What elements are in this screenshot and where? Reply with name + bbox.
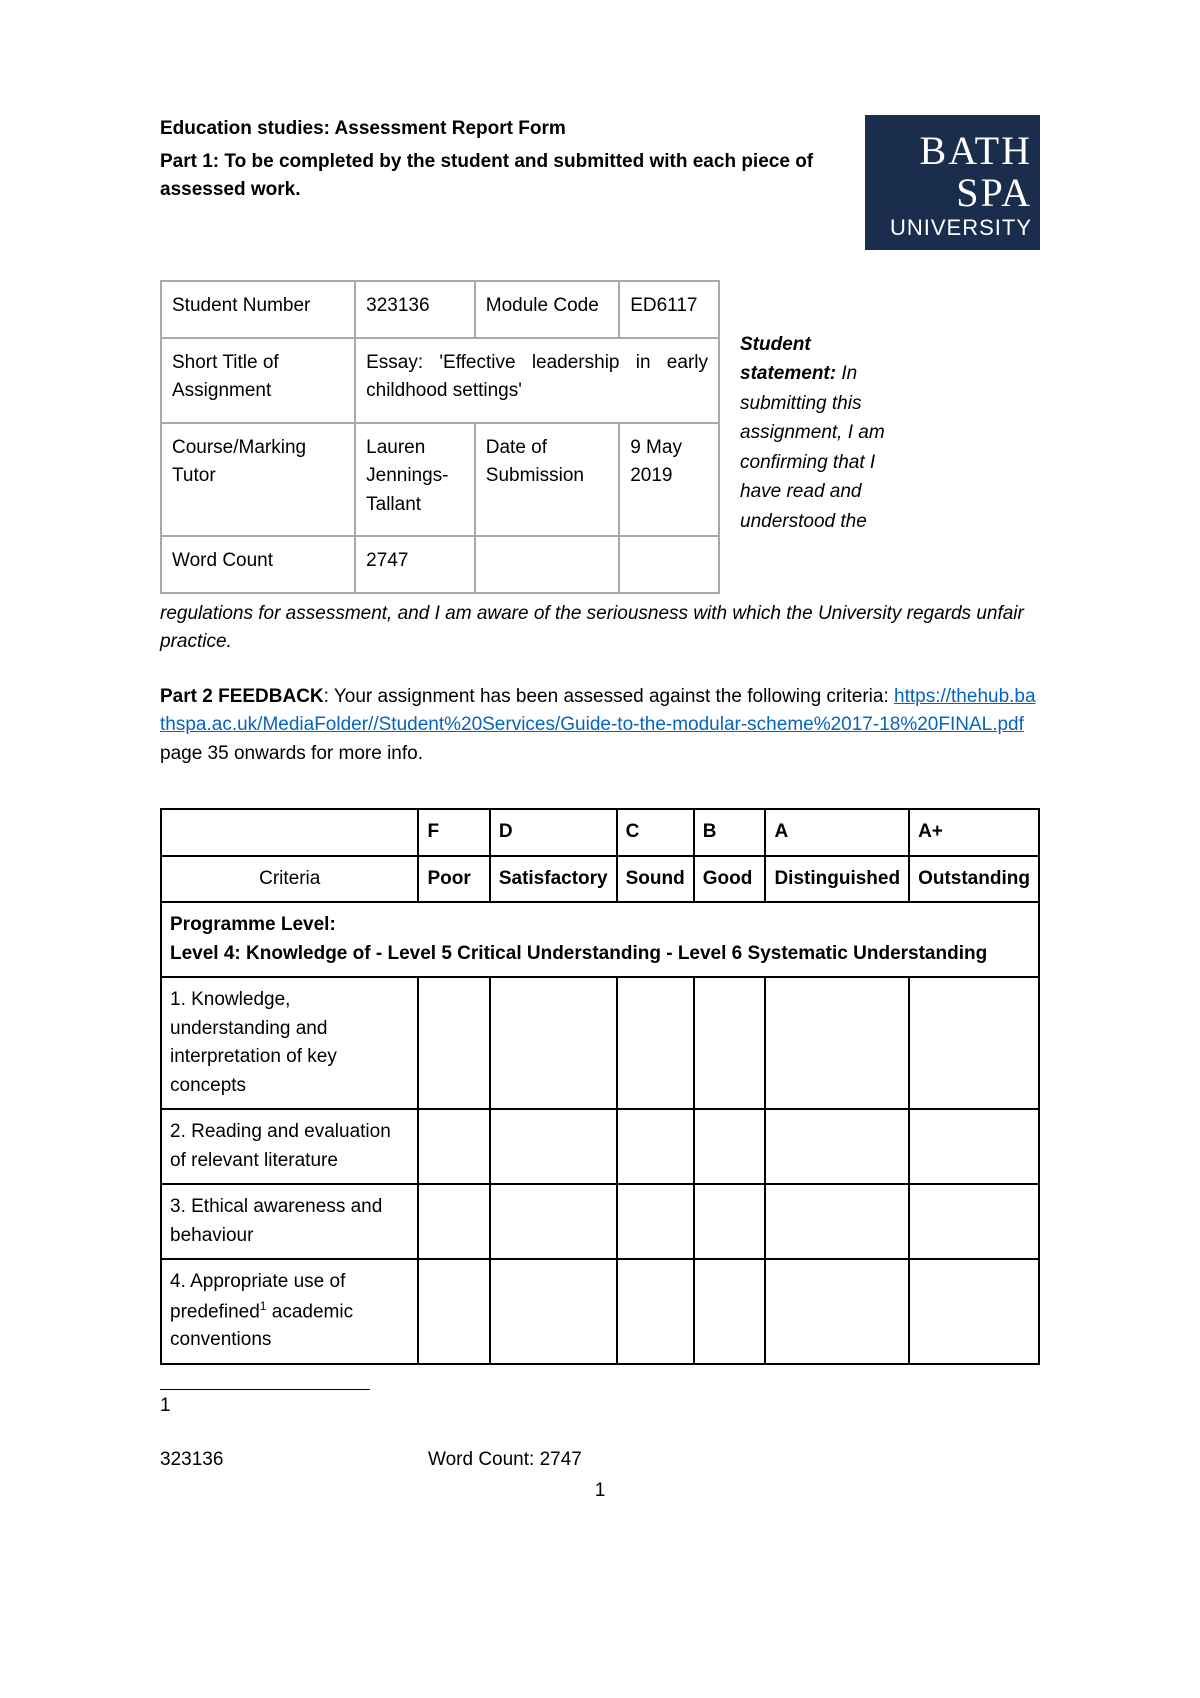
short-title-value: Essay: 'Effective leadership in early ch… xyxy=(355,338,719,423)
grade-cell xyxy=(694,1109,766,1184)
statement-side-text: In submitting this assignment, I am conf… xyxy=(740,363,885,531)
section-line2: Level 4: Knowledge of - Level 5 Critical… xyxy=(170,943,987,964)
logo-spa: SPA xyxy=(956,173,1032,213)
short-title-label: Short Title of Assignment xyxy=(161,338,355,423)
criteria-header-empty xyxy=(161,809,418,856)
statement-label: Student statement: xyxy=(740,334,836,384)
grade-cell xyxy=(765,977,909,1109)
criteria-table: F D C B A A+ Criteria Poor Satisfactory … xyxy=(160,808,1040,1365)
criteria-row-2: 2. Reading and evaluation of relevant li… xyxy=(161,1109,418,1184)
grade-cell xyxy=(694,1259,766,1364)
logo-university: UNIVERSITY xyxy=(890,217,1032,239)
grade-letter-d: D xyxy=(490,809,617,856)
page-number: 1 xyxy=(160,1477,1040,1506)
form-title: Education studies: Assessment Report For… xyxy=(160,115,845,144)
page-footer: 323136 Word Count: 2747 xyxy=(160,1446,1040,1475)
grade-cell xyxy=(617,1259,694,1364)
grade-desc-good: Good xyxy=(694,856,766,903)
module-code-label: Module Code xyxy=(475,281,619,338)
footnote-number: 1 xyxy=(160,1392,1040,1421)
grade-cell xyxy=(909,1109,1039,1184)
empty-cell xyxy=(619,536,719,593)
word-count-value: 2747 xyxy=(355,536,475,593)
grade-cell xyxy=(490,977,617,1109)
date-label: Date of Submission xyxy=(475,423,619,537)
grade-cell xyxy=(418,1184,489,1259)
grade-cell xyxy=(765,1259,909,1364)
university-logo: BATH SPA UNIVERSITY xyxy=(865,115,1040,250)
part2-label: Part 2 FEEDBACK xyxy=(160,686,324,707)
student-number-label: Student Number xyxy=(161,281,355,338)
grade-cell xyxy=(694,1184,766,1259)
part2-text: Part 2 FEEDBACK: Your assignment has bee… xyxy=(160,683,1040,769)
grade-cell xyxy=(418,977,489,1109)
grade-cell xyxy=(418,1259,489,1364)
grade-cell xyxy=(490,1184,617,1259)
grade-cell xyxy=(617,1184,694,1259)
grade-cell xyxy=(490,1109,617,1184)
grade-cell xyxy=(765,1109,909,1184)
empty-cell xyxy=(475,536,619,593)
tutor-label: Course/Marking Tutor xyxy=(161,423,355,537)
form-subtitle: Part 1: To be completed by the student a… xyxy=(160,148,845,205)
footnote-rule xyxy=(160,1389,370,1390)
part2-intro: : Your assignment has been assessed agai… xyxy=(324,686,894,707)
grade-desc-outstanding: Outstanding xyxy=(909,856,1039,903)
grade-letter-f: F xyxy=(418,809,489,856)
grade-cell xyxy=(909,1259,1039,1364)
grade-desc-satisfactory: Satisfactory xyxy=(490,856,617,903)
word-count-label: Word Count xyxy=(161,536,355,593)
logo-bath: BATH xyxy=(920,131,1032,171)
grade-letter-b: B xyxy=(694,809,766,856)
grade-cell xyxy=(909,1184,1039,1259)
grade-letter-aplus: A+ xyxy=(909,809,1039,856)
grade-desc-sound: Sound xyxy=(617,856,694,903)
footer-word-count: Word Count: 2747 xyxy=(420,1446,1040,1475)
grade-desc-distinguished: Distinguished xyxy=(765,856,909,903)
grade-cell xyxy=(617,977,694,1109)
grade-cell xyxy=(694,977,766,1109)
programme-level-header: Programme Level: Level 4: Knowledge of -… xyxy=(161,902,1039,977)
student-statement-side: Student statement: In submitting this as… xyxy=(740,280,905,536)
grade-cell xyxy=(617,1109,694,1184)
tutor-value: Lauren Jennings-Tallant xyxy=(355,423,475,537)
grade-desc-poor: Poor xyxy=(418,856,489,903)
statement-continuation: regulations for assessment, and I am awa… xyxy=(160,600,1040,657)
module-code-value: ED6117 xyxy=(619,281,719,338)
grade-cell xyxy=(490,1259,617,1364)
grade-cell xyxy=(418,1109,489,1184)
part2-after-link: page 35 onwards for more info. xyxy=(160,743,423,764)
criteria-row-4: 4. Appropriate use of predefined1 academ… xyxy=(161,1259,418,1364)
footer-student-number: 323136 xyxy=(160,1446,420,1475)
criteria-row-3: 3. Ethical awareness and behaviour xyxy=(161,1184,418,1259)
grade-cell xyxy=(765,1184,909,1259)
date-value: 9 May 2019 xyxy=(619,423,719,537)
grade-letter-a: A xyxy=(765,809,909,856)
student-info-table: Student Number 323136 Module Code ED6117… xyxy=(160,280,720,594)
grade-cell xyxy=(909,977,1039,1109)
section-line1: Programme Level: xyxy=(170,914,336,935)
criteria-row-1: 1. Knowledge, understanding and interpre… xyxy=(161,977,418,1109)
student-number-value: 323136 xyxy=(355,281,475,338)
grade-letter-c: C xyxy=(617,809,694,856)
criteria-label: Criteria xyxy=(161,856,418,903)
